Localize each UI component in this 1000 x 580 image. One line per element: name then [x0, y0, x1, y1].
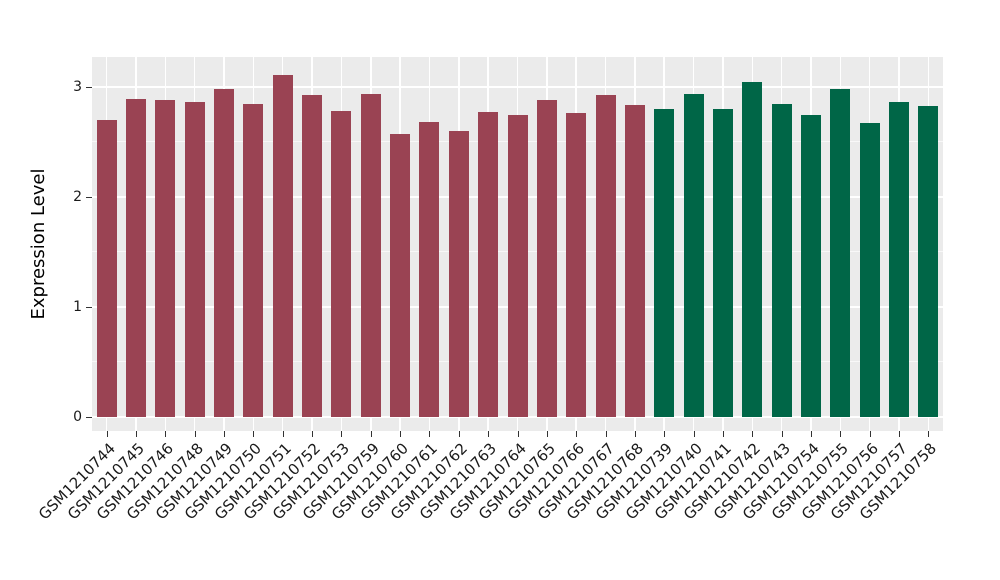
bar-GSM1210751 [272, 74, 293, 417]
x-tick-mark [664, 431, 666, 437]
x-tick-mark [517, 431, 519, 437]
bar-GSM1210740 [683, 93, 704, 417]
x-tick-mark [488, 431, 490, 437]
y-tick-label: 0 [73, 409, 82, 425]
bar-GSM1210762 [448, 131, 469, 417]
x-tick-mark [634, 431, 636, 437]
y-tick-mark [86, 417, 92, 418]
bar-GSM1210743 [771, 103, 792, 417]
bar-GSM1210768 [624, 104, 645, 417]
x-tick-mark [869, 431, 871, 437]
bar-GSM1210756 [859, 123, 880, 417]
x-tick-mark [341, 431, 343, 437]
bar-GSM1210742 [742, 81, 763, 417]
bar-GSM1210741 [712, 109, 733, 417]
bar-GSM1210749 [214, 89, 235, 417]
bar-GSM1210760 [390, 134, 411, 417]
x-tick-mark [282, 431, 284, 437]
x-tick-mark [605, 431, 607, 437]
x-tick-mark [106, 431, 108, 437]
x-tick-mark [165, 431, 167, 437]
x-tick-mark [752, 431, 754, 437]
x-tick-mark [576, 431, 578, 437]
x-tick-mark [400, 431, 402, 437]
bar-GSM1210739 [654, 109, 675, 417]
bar-GSM1210758 [918, 105, 939, 417]
bar-GSM1210766 [566, 113, 587, 417]
x-tick-mark [928, 431, 930, 437]
bar-GSM1210761 [419, 122, 440, 417]
bar-GSM1210757 [888, 102, 909, 417]
bar-GSM1210755 [830, 89, 851, 417]
x-tick-mark [253, 431, 255, 437]
bar-GSM1210763 [478, 112, 499, 417]
y-tick-mark [86, 307, 92, 308]
bar-GSM1210753 [331, 111, 352, 417]
bar-GSM1210764 [507, 114, 528, 417]
x-tick-mark [224, 431, 226, 437]
y-tick-mark [86, 87, 92, 88]
x-tick-mark [810, 431, 812, 437]
y-tick-mark [86, 197, 92, 198]
bar-GSM1210759 [360, 93, 381, 417]
x-tick-mark [781, 431, 783, 437]
x-tick-mark [693, 431, 695, 437]
bar-GSM1210750 [243, 103, 264, 417]
bar-GSM1210754 [800, 114, 821, 417]
y-axis-title-text: Expression Level [28, 168, 49, 320]
x-tick-mark [898, 431, 900, 437]
plot-panel [92, 57, 943, 431]
x-tick-mark [546, 431, 548, 437]
x-tick-mark [194, 431, 196, 437]
bar-GSM1210748 [184, 102, 205, 417]
bar-GSM1210746 [155, 100, 176, 417]
x-tick-mark [136, 431, 138, 437]
y-tick-label: 3 [73, 79, 82, 95]
y-tick-label: 2 [73, 189, 82, 205]
bar-GSM1210744 [96, 120, 117, 417]
bar-GSM1210752 [302, 94, 323, 417]
bar-GSM1210767 [595, 94, 616, 417]
x-tick-mark [312, 431, 314, 437]
x-tick-mark [370, 431, 372, 437]
x-tick-mark [429, 431, 431, 437]
bar-GSM1210765 [536, 100, 557, 417]
x-tick-mark [840, 431, 842, 437]
x-tick-mark [458, 431, 460, 437]
y-tick-label: 1 [73, 299, 82, 315]
x-tick-mark [722, 431, 724, 437]
bar-GSM1210745 [126, 99, 147, 417]
